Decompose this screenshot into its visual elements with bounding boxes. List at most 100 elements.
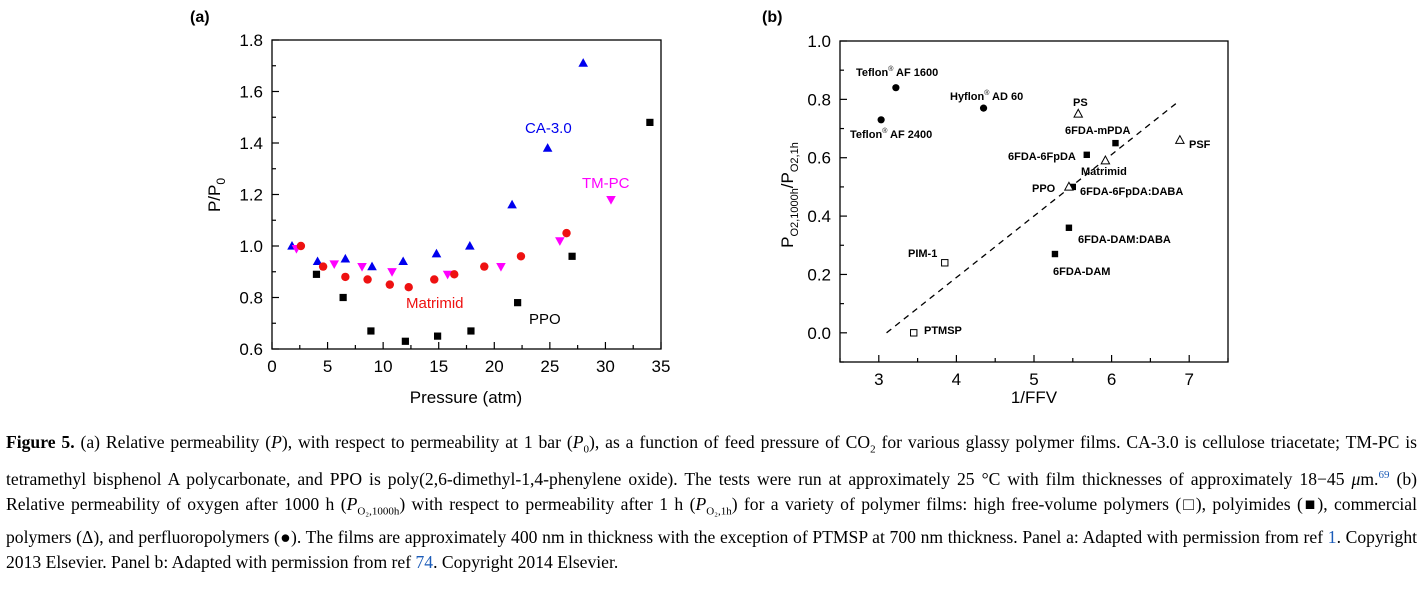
point-tm-pc xyxy=(442,270,453,280)
b-y-tick-label: 0.4 xyxy=(807,207,831,226)
label-ptmsp: PTMSP xyxy=(924,325,962,337)
a-x-tick-label: 20 xyxy=(485,357,504,376)
point-matrimid xyxy=(450,270,459,279)
label-matrimid-b: Matrimid xyxy=(1081,166,1127,178)
panel-b-ticks: 3 4 5 6 7 0.0 0.2 0.4 0.6 0.8 1.0 xyxy=(807,32,1229,389)
b-y-tick-label: 1.0 xyxy=(807,32,831,51)
point-6fda-dam-daba xyxy=(1065,224,1073,231)
a-x-tick-label: 0 xyxy=(267,357,276,376)
point-tm-pc xyxy=(496,263,506,272)
point-ca-3-0 xyxy=(312,256,323,266)
panel-b-points xyxy=(877,84,1185,337)
point-ppo xyxy=(434,332,442,340)
label-pim-1: PIM-1 xyxy=(908,248,937,260)
label-6fda-dam-daba: 6FDA-DAM:DABA xyxy=(1078,234,1171,246)
b-x-tick-label: 3 xyxy=(874,370,883,389)
b-y-tick-label: 0.2 xyxy=(807,265,831,284)
ref-link-1[interactable]: 1 xyxy=(1327,526,1337,547)
a-y-tick-label: 1.2 xyxy=(239,186,263,205)
panel-a-points xyxy=(287,58,654,345)
point-matrimid xyxy=(430,275,439,284)
point-ppo xyxy=(646,118,654,126)
point-tm-pc xyxy=(387,268,397,277)
point-ca-3-0 xyxy=(507,199,517,209)
point-ca-3-0 xyxy=(367,261,377,271)
b-y-tick-label: 0.8 xyxy=(807,90,831,109)
a-x-tick-label: 30 xyxy=(596,357,615,376)
label-teflon-af2400: Teflon® AF 2400 xyxy=(850,127,932,141)
point-6fda-6fpda-daba xyxy=(1063,181,1074,191)
a-x-tick-label: 25 xyxy=(540,357,559,376)
label-teflon-af1600: Teflon® AF 1600 xyxy=(856,65,938,79)
ref-link-69[interactable]: 69 xyxy=(1378,468,1390,481)
point-ptmsp xyxy=(910,329,918,337)
point-tm-pc xyxy=(357,263,367,272)
panel-b-chart: (b) 3 4 5 6 7 0.0 0.2 0.4 0.6 0.8 1.0 1/FFV PO2,10… xyxy=(762,9,1229,407)
point-tm-pc xyxy=(329,260,340,270)
label-ps: PS xyxy=(1073,97,1088,109)
point-ca-3-0 xyxy=(465,241,475,250)
point-matrimid xyxy=(480,262,489,271)
point-matrimid xyxy=(562,228,571,238)
a-y-tick-label: 1.8 xyxy=(239,31,263,50)
series-label-matrimid: Matrimid xyxy=(406,295,464,312)
point-matrimid xyxy=(296,241,306,251)
point-matrimid xyxy=(385,280,395,289)
a-x-tick-label: 10 xyxy=(374,357,393,376)
a-y-tick-label: 1.4 xyxy=(239,134,263,153)
point-6fda-dam xyxy=(1051,250,1059,258)
point-teflon-af-1600 xyxy=(892,84,900,92)
figure-caption: Figure 5. (a) Relative permeability (P),… xyxy=(6,432,1418,572)
point-ca-3-0 xyxy=(398,256,408,266)
b-y-tick-label: 0.0 xyxy=(807,324,831,343)
label-ppo-b: PPO xyxy=(1032,183,1056,195)
series-label-tmpc: TM-PC xyxy=(582,175,630,192)
panel-a-ticks: 0 5 10 15 20 25 30 35 0.6 0.8 1.0 1.2 1.4 1.6 1.8 xyxy=(239,31,670,376)
point-ca-3-0 xyxy=(431,248,442,258)
label-hyflon: Hyflon® AD 60 xyxy=(950,89,1023,103)
point-ppo xyxy=(401,337,409,345)
a-y-tick-label: 0.6 xyxy=(239,340,263,359)
label-6fda-6fpda: 6FDA-6FpDA xyxy=(1008,151,1076,163)
b-y-tick-label: 0.6 xyxy=(807,149,831,168)
panel-b-x-axis-title: 1/FFV xyxy=(1011,388,1058,407)
panel-a-y-axis-title: P/P0 xyxy=(205,178,228,212)
point-ppo xyxy=(339,293,347,302)
figure-label: Figure 5. xyxy=(6,432,75,452)
point-pim-1 xyxy=(941,259,949,267)
point-matrimid xyxy=(1100,154,1111,165)
a-y-tick-label: 0.8 xyxy=(239,289,263,308)
point-matrimid xyxy=(363,275,372,284)
point-ppo xyxy=(514,299,522,307)
label-6fda-mpda: 6FDA-mPDA xyxy=(1065,125,1130,137)
trend-line xyxy=(886,101,1178,334)
panel-a-chart: (a) 0 5 10 15 20 25 30 350.60.81.01.21.41.61.8 … xyxy=(190,9,670,407)
label-6fda-6fpda-daba: 6FDA-6FpDA:DABA xyxy=(1080,186,1183,198)
a-x-tick-label: 5 xyxy=(323,357,332,376)
point-tm-pc xyxy=(555,237,565,246)
series-label-ca: CA-3.0 xyxy=(525,120,572,137)
figure-charts: (a) 0 5 10 15 20 25 30 350.60.81.01.21.41.61.8 … xyxy=(190,9,1229,407)
point-ps xyxy=(1073,108,1084,118)
a-x-tick-label: 35 xyxy=(652,357,671,376)
b-x-tick-label: 5 xyxy=(1029,370,1038,389)
point-6fda-6fpda xyxy=(1083,151,1090,159)
a-y-tick-label: 1.0 xyxy=(239,237,263,256)
panel-a-x-axis-title: Pressure (atm) xyxy=(410,388,522,407)
point-matrimid xyxy=(318,262,328,271)
label-psf: PSF xyxy=(1189,139,1211,151)
a-y-tick-label: 1.6 xyxy=(239,83,263,102)
point-ppo xyxy=(367,327,375,335)
point-ppo xyxy=(312,270,321,278)
point-ppo xyxy=(467,327,475,335)
panel-a-plot-frame xyxy=(271,39,662,350)
point-ca-3-0 xyxy=(542,143,553,152)
ref-link-74[interactable]: 74 xyxy=(415,551,434,572)
b-x-tick-label: 7 xyxy=(1184,370,1193,389)
point-matrimid xyxy=(516,252,526,261)
point-6fda-mpda xyxy=(1112,139,1119,147)
point-matrimid xyxy=(404,283,413,292)
point-psf xyxy=(1174,134,1185,144)
point-hyflon-ad-60 xyxy=(979,104,988,112)
point-teflon-af-2400 xyxy=(877,116,885,124)
